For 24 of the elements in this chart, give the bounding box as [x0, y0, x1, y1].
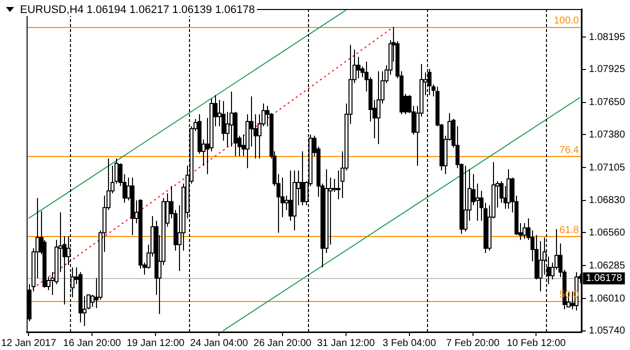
y-tick-label: 1.07105: [588, 162, 626, 174]
x-tick-label: 26 Jan 20:00: [254, 338, 312, 349]
y-tick-label: 1.05740: [588, 326, 626, 337]
annotation: 100.0: [554, 16, 580, 27]
ref-line-label: 1.06178: [586, 273, 622, 284]
y-tick-label: 1.06285: [588, 260, 626, 272]
y-tick-label: 1.07650: [588, 97, 626, 108]
y-tick-label: 1.07925: [588, 64, 626, 76]
chart-title: EURUSD,H4 1.06194 1.06217 1.06139 1.06178: [18, 4, 257, 16]
y-tick-label: 1.07380: [588, 129, 626, 140]
y-tick-label: 1.06830: [588, 195, 626, 206]
annotation: 76.4: [559, 144, 580, 156]
x-tick-label: 31 Jan 12:00: [316, 338, 376, 349]
x-tick-label: 10 Feb 12:00: [506, 338, 566, 349]
annotation: 61.8: [559, 225, 580, 236]
y-tick-label: 1.06560: [588, 227, 626, 238]
x-tick-label: 12 Jan 2017: [1, 338, 57, 349]
x-tick-label: 24 Jan 04:00: [190, 338, 248, 349]
y-tick-label: 1.06010: [588, 293, 626, 304]
x-tick-label: 19 Jan 12:00: [126, 338, 185, 349]
x-tick-label: 7 Feb 20:00: [446, 338, 500, 349]
x-tick-label: 3 Feb 04:00: [382, 338, 436, 349]
y-tick-label: 1.08195: [588, 32, 626, 43]
x-tick-label: 16 Jan 20:00: [63, 338, 122, 349]
